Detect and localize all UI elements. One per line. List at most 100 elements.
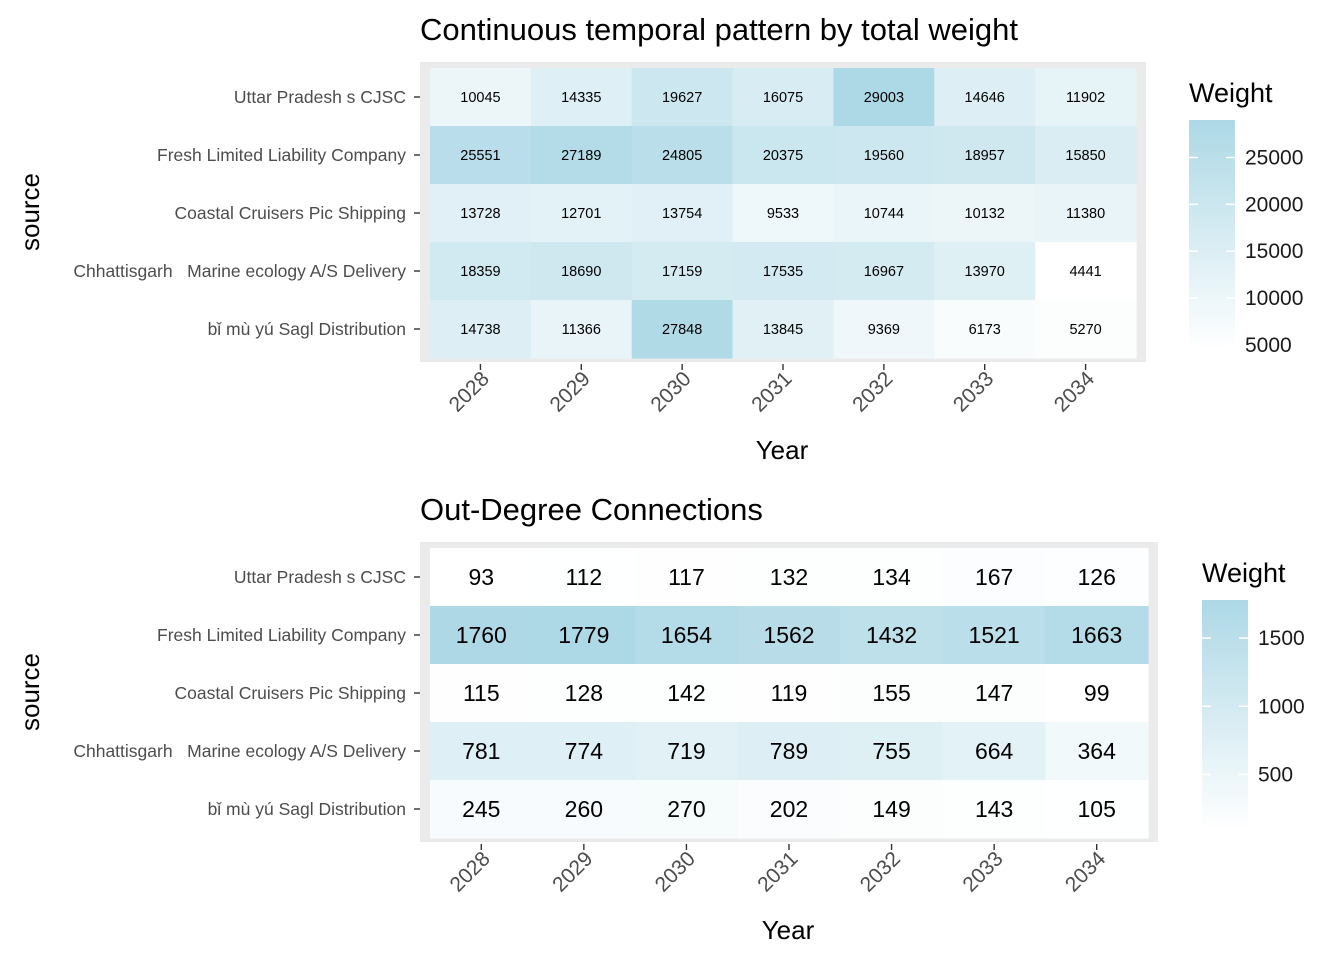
y-tick-label: Chhattisgarh Marine ecology A/S Delivery <box>73 741 406 761</box>
heatmap-cell <box>430 606 534 665</box>
cell-value-label: 13728 <box>460 206 500 222</box>
y-tick-label: Chhattisgarh Marine ecology A/S Delivery <box>73 261 406 281</box>
legend-tick-label: 500 <box>1258 763 1293 786</box>
cell-value-label: 270 <box>667 796 705 822</box>
x-tick-label: 2030 <box>651 847 700 896</box>
cell-value-label: 11366 <box>562 322 601 338</box>
legend-tick-label: 15000 <box>1245 240 1303 263</box>
cell-value-label: 13754 <box>662 206 702 222</box>
heatmap-cell <box>1045 722 1149 781</box>
heatmap-cell <box>942 780 1047 839</box>
heatmap-cell <box>635 664 739 723</box>
heatmap-cell <box>530 68 633 127</box>
heatmap-cell <box>635 722 739 781</box>
heatmap-cell <box>737 664 841 723</box>
heatmap-cell <box>530 184 633 243</box>
cell-value-label: 1760 <box>456 622 507 648</box>
y-axis-tick-labels: Uttar Pradesh s CJSC Fresh Limited Liabil… <box>73 567 420 819</box>
cell-value-label: 11902 <box>1066 90 1105 106</box>
heatmap-cell <box>1035 242 1137 301</box>
x-tick-label: 2031 <box>747 367 796 416</box>
heatmap-cell <box>430 780 534 839</box>
heatmap-cell <box>430 548 534 607</box>
y-tick-label: bǐ mù yú Sagl Distribution <box>208 799 406 819</box>
cell-value-label: 1521 <box>969 622 1020 648</box>
heatmap-cell <box>532 722 636 781</box>
heatmap-cell <box>635 548 739 607</box>
heatmap-cell <box>631 242 734 301</box>
heatmap-cell <box>1045 664 1149 723</box>
x-axis-title: Year <box>756 435 809 465</box>
cell-value-label: 18957 <box>965 148 1005 164</box>
cell-value-label: 17535 <box>763 264 803 280</box>
heatmap-cell <box>635 780 739 839</box>
cell-value-label: 11380 <box>1066 206 1105 222</box>
cell-value-label: 9369 <box>868 322 900 338</box>
cell-value-label: 1779 <box>558 622 609 648</box>
heatmap-cell <box>732 242 835 301</box>
x-axis-title: Year <box>762 915 815 945</box>
cell-value-label: 105 <box>1078 796 1116 822</box>
heatmap-cell <box>1035 68 1137 127</box>
heatmap-cell <box>934 126 1036 185</box>
chart-title: Continuous temporal pattern by total wei… <box>420 12 1018 47</box>
heatmap-cell <box>1035 184 1137 243</box>
cell-value-label: 132 <box>770 564 808 590</box>
cell-value-label: 27189 <box>561 148 601 164</box>
cell-value-label: 664 <box>975 738 1014 764</box>
legend-title: Weight <box>1202 558 1286 588</box>
x-axis-tick-labels: 2028 2029 2030 2031 2032 2033 2034 <box>445 364 1099 417</box>
legend-ticks: 500 1000 1500 <box>1202 627 1305 786</box>
cell-value-label: 245 <box>462 796 500 822</box>
cell-value-label: 20375 <box>763 148 803 164</box>
heatmap-cell <box>1035 300 1137 359</box>
cell-value-label: 117 <box>668 564 705 590</box>
cell-value-label: 29003 <box>864 90 904 106</box>
heatmap-cell <box>840 664 944 723</box>
cell-value-label: 18359 <box>460 264 500 280</box>
cell-value-label: 27848 <box>662 322 702 338</box>
heatmap-cell <box>833 126 935 185</box>
cell-value-label: 1654 <box>661 622 712 648</box>
heatmap-cell <box>532 606 636 665</box>
cell-value-label: 4441 <box>1069 264 1101 280</box>
x-tick-label: 2034 <box>1061 847 1111 897</box>
cell-value-label: 14335 <box>561 90 601 106</box>
cell-value-label: 789 <box>770 738 808 764</box>
heatmap-cell <box>532 548 636 607</box>
heatmap-cell <box>530 242 633 301</box>
x-tick-label: 2028 <box>445 367 494 416</box>
heatmap-cell <box>631 184 734 243</box>
heatmap-cell <box>530 126 633 185</box>
legend-ticks: 5000 10000 15000 20000 25000 <box>1189 146 1303 357</box>
heatmap-cell <box>631 126 734 185</box>
x-tick-label: 2032 <box>848 367 897 416</box>
heatmap-cell <box>833 242 935 301</box>
heatmap-panel-out-degree: Out-Degree Connections 93 112 117 132 134 167… <box>15 492 1305 945</box>
heatmap-cell <box>430 300 532 359</box>
cell-value-label: 18690 <box>561 264 601 280</box>
heatmap-cell <box>631 300 734 359</box>
x-tick-label: 2031 <box>753 847 802 896</box>
heatmap-cell <box>934 68 1036 127</box>
heatmap-cell <box>833 68 935 127</box>
y-tick-label: Uttar Pradesh s CJSC <box>234 567 406 587</box>
y-tick-label: Fresh Limited Liability Company <box>157 145 406 165</box>
heatmap-cell <box>737 722 841 781</box>
cell-value-label: 119 <box>771 680 808 706</box>
heatmap-cell <box>942 722 1047 781</box>
heatmap-cells: 10045 14335 19627 16075 29003 14646 11902 25551… <box>430 68 1137 359</box>
heatmap-cell <box>1045 780 1149 839</box>
cell-value-label: 126 <box>1078 564 1116 590</box>
cell-value-label: 17159 <box>662 264 702 280</box>
cell-value-label: 19560 <box>864 148 904 164</box>
cell-value-label: 134 <box>872 564 911 590</box>
x-tick-label: 2030 <box>646 367 695 416</box>
heatmap-cell <box>1035 126 1137 185</box>
x-tick-label: 2029 <box>548 847 597 896</box>
cell-value-label: 202 <box>770 796 808 822</box>
cell-value-label: 155 <box>872 680 910 706</box>
cell-value-label: 14646 <box>965 90 1005 106</box>
y-tick-label: bǐ mù yú Sagl Distribution <box>208 319 406 339</box>
